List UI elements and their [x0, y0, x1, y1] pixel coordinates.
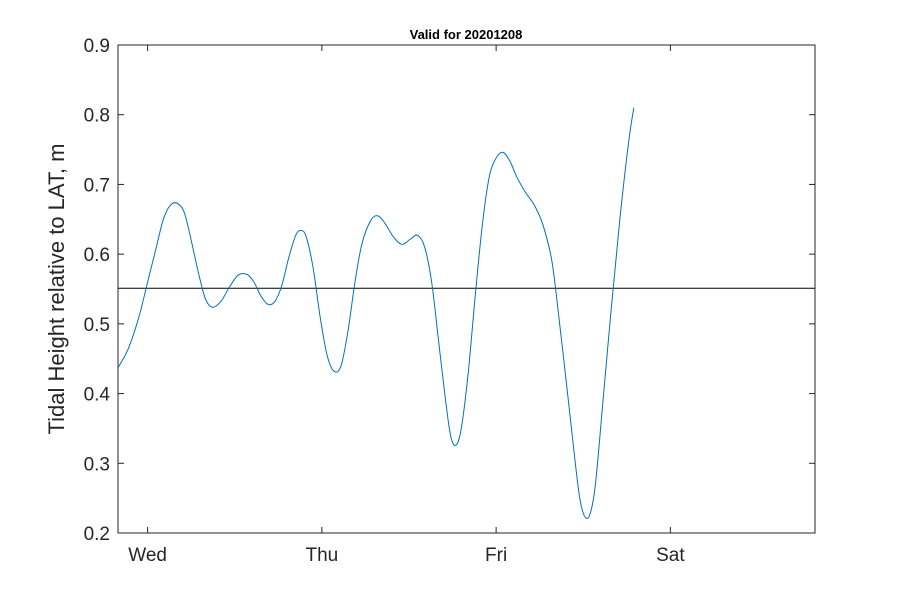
- y-tick-label-7: 0.9: [84, 36, 110, 57]
- y-tick-label-1: 0.3: [84, 454, 110, 475]
- x-tick-label-0: Wed: [128, 545, 167, 566]
- x-tick-label-1: Thu: [305, 545, 338, 566]
- y-tick-label-4: 0.6: [84, 245, 110, 266]
- x-tick-label-3: Sat: [656, 545, 685, 566]
- y-tick-label-0: 0.2: [84, 524, 110, 545]
- y-tick-label-6: 0.8: [84, 106, 110, 127]
- y-tick-label-5: 0.7: [84, 175, 110, 196]
- x-tick-label-2: Fri: [485, 545, 507, 566]
- y-tick-label-2: 0.4: [84, 385, 111, 406]
- tide-series-line-0: [117, 107, 635, 519]
- y-axis-label: Tidal Height relative to LAT, m: [44, 143, 69, 434]
- chart-title: Valid for 20201208: [410, 27, 523, 42]
- plot-frame: [117, 44, 816, 534]
- plot-area: 0.2 0.3 0.4 0.5 0.6 0.7 0.8 0.9 Wed Thu Fri Sat: [84, 36, 816, 566]
- y-tick-label-3: 0.5: [84, 315, 110, 336]
